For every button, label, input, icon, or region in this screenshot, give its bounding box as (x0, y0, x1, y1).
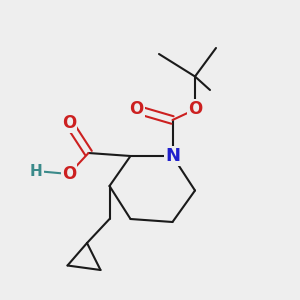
Text: O: O (62, 114, 76, 132)
Text: N: N (165, 147, 180, 165)
Text: O: O (62, 165, 76, 183)
Text: O: O (129, 100, 144, 118)
Text: O: O (188, 100, 202, 118)
Text: H: H (30, 164, 42, 178)
